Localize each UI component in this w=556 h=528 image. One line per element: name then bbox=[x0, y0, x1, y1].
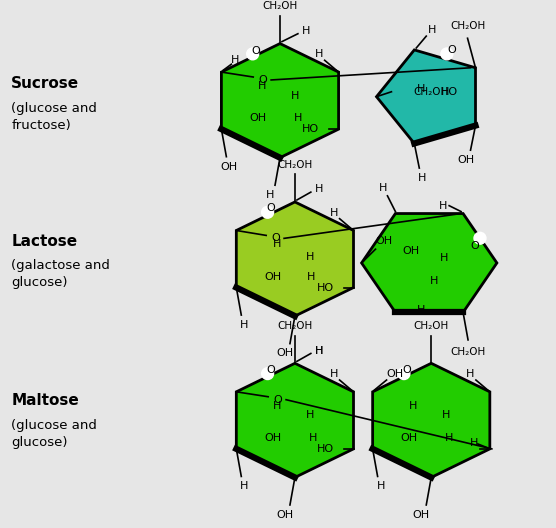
Text: OH: OH bbox=[386, 369, 403, 379]
Text: CH₂OH: CH₂OH bbox=[450, 347, 486, 357]
Text: H: H bbox=[258, 81, 266, 91]
Circle shape bbox=[398, 367, 410, 380]
Circle shape bbox=[262, 206, 274, 218]
Text: H: H bbox=[315, 184, 323, 194]
Text: H: H bbox=[430, 276, 438, 286]
Text: O: O bbox=[266, 203, 275, 213]
Text: H: H bbox=[309, 433, 317, 443]
Text: HO: HO bbox=[317, 444, 334, 454]
Text: OH: OH bbox=[265, 272, 281, 282]
Text: OH: OH bbox=[276, 510, 294, 520]
Text: H: H bbox=[315, 50, 323, 59]
Text: O: O bbox=[272, 233, 280, 243]
Text: Lactose: Lactose bbox=[11, 234, 77, 249]
Text: H: H bbox=[273, 401, 281, 411]
Text: (glucose and: (glucose and bbox=[11, 419, 97, 432]
Text: glucose): glucose) bbox=[11, 436, 68, 448]
Text: O: O bbox=[274, 395, 282, 404]
Text: H: H bbox=[428, 25, 436, 35]
Text: H: H bbox=[266, 190, 274, 200]
Polygon shape bbox=[236, 202, 354, 316]
Text: HO: HO bbox=[302, 124, 319, 134]
Text: H: H bbox=[445, 433, 453, 443]
Text: CH₂OH: CH₂OH bbox=[414, 87, 449, 97]
Text: glucose): glucose) bbox=[11, 276, 68, 289]
Text: H: H bbox=[379, 183, 388, 193]
Circle shape bbox=[262, 367, 274, 380]
Text: H: H bbox=[302, 26, 310, 36]
Text: H: H bbox=[306, 252, 314, 262]
Text: H: H bbox=[442, 410, 450, 420]
Text: H: H bbox=[409, 401, 418, 411]
Text: (glucose and: (glucose and bbox=[11, 102, 97, 115]
Text: OH: OH bbox=[375, 237, 392, 246]
Text: H: H bbox=[231, 55, 240, 65]
Circle shape bbox=[441, 48, 453, 60]
Text: CH₂OH: CH₂OH bbox=[277, 159, 312, 169]
Text: O: O bbox=[266, 365, 275, 375]
Text: O: O bbox=[448, 45, 456, 55]
Text: H: H bbox=[417, 305, 425, 315]
Text: H: H bbox=[329, 208, 338, 218]
Text: O: O bbox=[470, 241, 479, 251]
Text: H: H bbox=[470, 438, 478, 448]
Text: H: H bbox=[307, 272, 315, 282]
Text: HO: HO bbox=[440, 87, 458, 97]
Text: H: H bbox=[291, 91, 299, 101]
Circle shape bbox=[474, 232, 486, 244]
Circle shape bbox=[247, 48, 259, 60]
Text: H: H bbox=[315, 345, 323, 355]
Text: O: O bbox=[259, 75, 267, 85]
Text: H: H bbox=[417, 84, 425, 94]
Text: H: H bbox=[294, 114, 302, 124]
Text: H: H bbox=[466, 369, 474, 379]
Polygon shape bbox=[376, 50, 475, 144]
Text: OH: OH bbox=[221, 162, 238, 172]
Text: H: H bbox=[240, 482, 249, 491]
Text: (galactose and: (galactose and bbox=[11, 259, 110, 272]
Text: H: H bbox=[439, 201, 448, 211]
Text: H: H bbox=[240, 320, 249, 330]
Text: H: H bbox=[315, 345, 323, 355]
Text: H: H bbox=[376, 482, 385, 491]
Text: OH: OH bbox=[457, 155, 474, 165]
Text: CH₂OH: CH₂OH bbox=[414, 321, 449, 331]
Text: H: H bbox=[273, 239, 281, 249]
Text: fructose): fructose) bbox=[11, 119, 71, 131]
Text: CH₂OH: CH₂OH bbox=[277, 321, 312, 331]
Text: OH: OH bbox=[401, 433, 418, 443]
Polygon shape bbox=[221, 43, 339, 158]
Polygon shape bbox=[236, 363, 354, 477]
Text: OH: OH bbox=[403, 246, 420, 256]
Text: H: H bbox=[306, 410, 314, 420]
Polygon shape bbox=[373, 363, 490, 477]
Text: Maltose: Maltose bbox=[11, 393, 79, 408]
Text: HO: HO bbox=[317, 282, 334, 293]
Polygon shape bbox=[361, 213, 497, 313]
Text: H: H bbox=[440, 253, 448, 263]
Text: OH: OH bbox=[265, 433, 281, 443]
Text: OH: OH bbox=[276, 348, 294, 359]
Text: OH: OH bbox=[413, 510, 430, 520]
Text: H: H bbox=[329, 369, 338, 379]
Text: CH₂OH: CH₂OH bbox=[262, 1, 297, 11]
Text: O: O bbox=[403, 365, 411, 375]
Text: OH: OH bbox=[250, 114, 267, 124]
Text: O: O bbox=[251, 46, 260, 56]
Text: CH₂OH: CH₂OH bbox=[450, 22, 485, 32]
Text: Sucrose: Sucrose bbox=[11, 77, 80, 91]
Text: H: H bbox=[418, 173, 426, 183]
